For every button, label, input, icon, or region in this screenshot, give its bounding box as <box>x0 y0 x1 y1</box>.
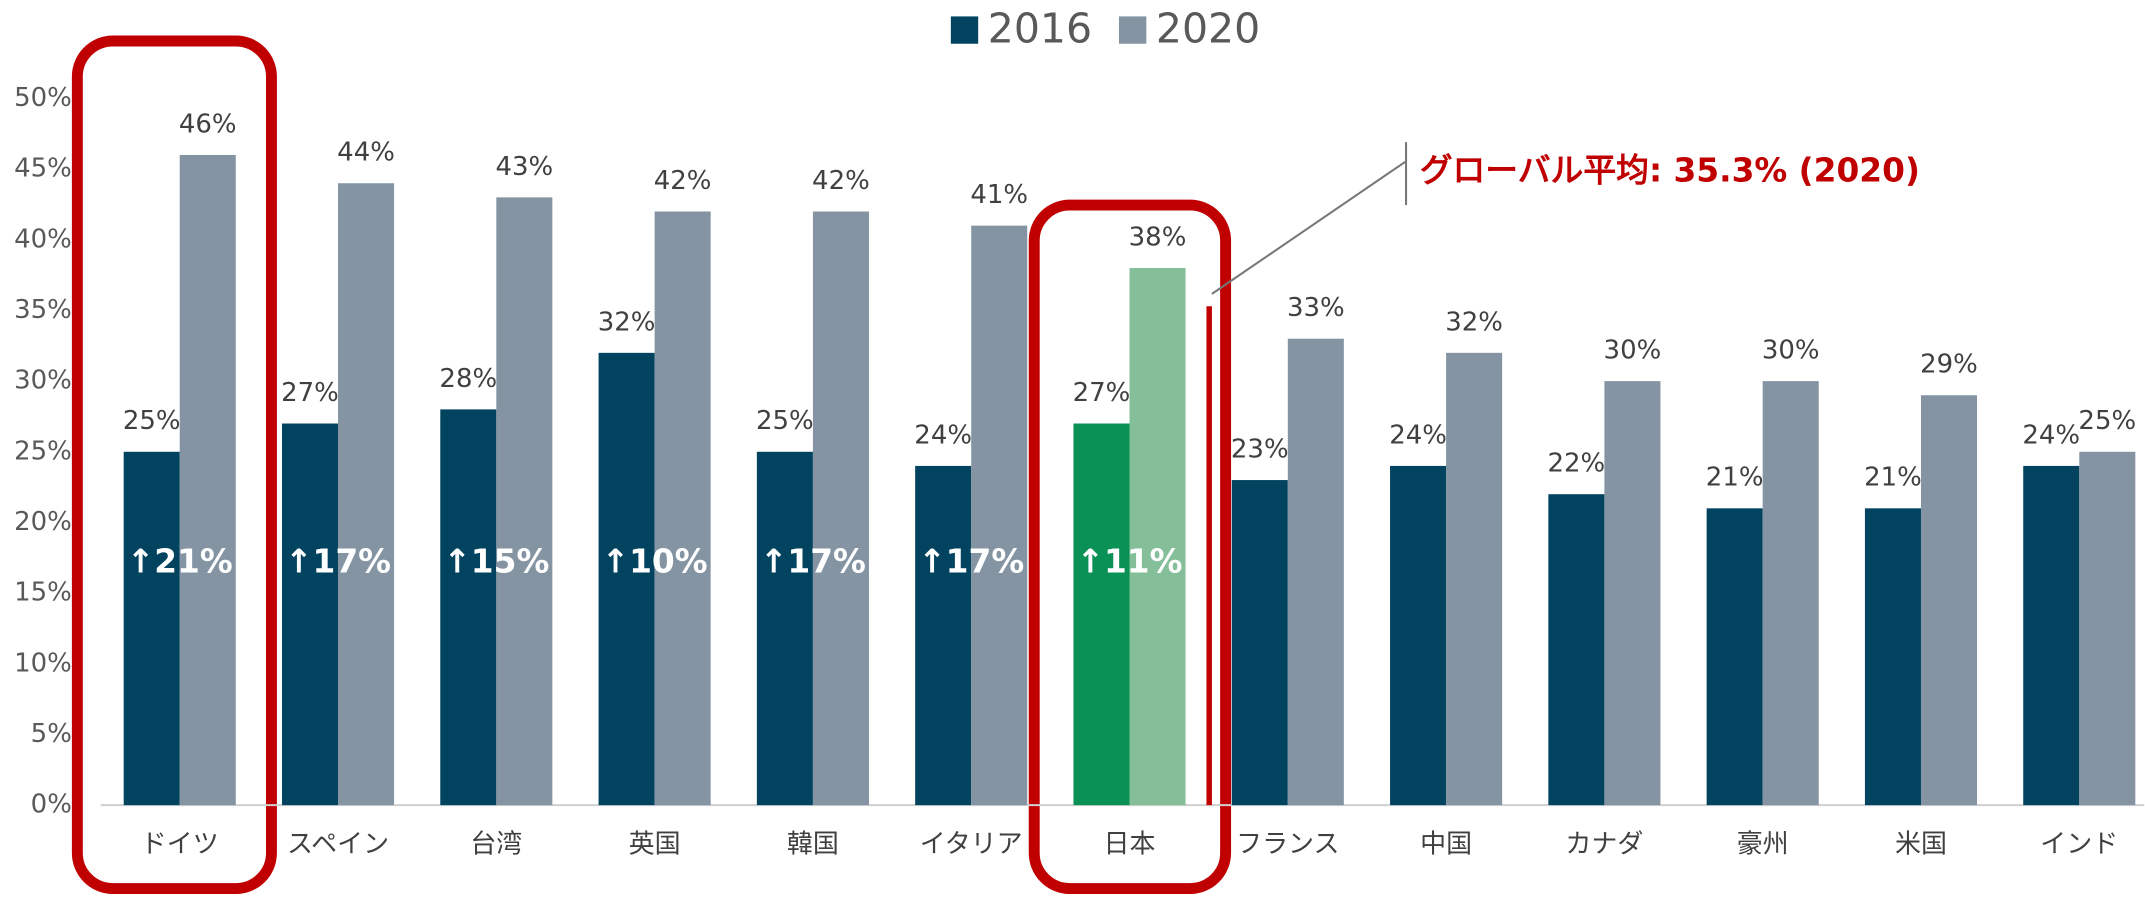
bar <box>1762 381 1819 806</box>
data-label: 24% <box>1389 420 1447 450</box>
data-label: 25% <box>756 406 814 436</box>
y-tick-label: 50% <box>14 83 72 113</box>
bar <box>123 451 180 806</box>
x-tick-label: 日本 <box>1104 829 1156 859</box>
x-tick-label: ドイツ <box>141 829 219 859</box>
x-tick-label: 英国 <box>629 829 681 859</box>
data-label: 30% <box>1762 336 1820 366</box>
y-tick-label: 15% <box>14 578 72 608</box>
increase-label: ↑10% <box>602 543 708 581</box>
x-tick-label: フランス <box>1236 829 1339 859</box>
highlight-box <box>1028 199 1232 894</box>
x-tick-label: 台湾 <box>470 829 522 859</box>
bar <box>2023 465 2080 806</box>
bar <box>1073 423 1130 806</box>
data-label: 24% <box>2022 420 2080 450</box>
bar <box>1446 352 1503 806</box>
legend-label: 2020 <box>1156 4 1260 52</box>
data-label: 23% <box>1231 434 1289 464</box>
bar <box>281 423 339 806</box>
y-tick-label: 20% <box>14 507 72 537</box>
leader-line <box>1211 160 1407 295</box>
data-label: 28% <box>439 364 497 394</box>
data-label: 21% <box>1864 463 1922 493</box>
bar <box>338 183 395 806</box>
bar <box>1706 508 1763 806</box>
y-tick-label: 35% <box>14 295 72 325</box>
bar <box>1287 338 1344 806</box>
bar <box>2079 451 2136 806</box>
bar <box>1864 508 1921 806</box>
x-tick-label: 中国 <box>1420 829 1472 859</box>
data-label: 22% <box>1547 449 1605 479</box>
bar <box>1604 381 1661 806</box>
y-tick-label: 5% <box>31 719 72 749</box>
x-tick-label: インド <box>2040 829 2118 859</box>
highlight-box <box>71 35 277 894</box>
bar <box>756 451 813 806</box>
increase-label: ↑11% <box>1077 543 1183 581</box>
data-label: 27% <box>281 378 339 408</box>
x-tick-label: 韓国 <box>787 829 839 859</box>
legend-label: 2016 <box>988 4 1092 52</box>
data-label: 38% <box>1129 222 1187 252</box>
bar <box>496 197 553 806</box>
data-label: 42% <box>812 166 870 196</box>
increase-label: ↑15% <box>443 543 549 581</box>
data-label: 41% <box>970 180 1028 210</box>
increase-label: ↑17% <box>285 543 391 581</box>
bar <box>598 352 655 806</box>
y-tick-label: 45% <box>14 154 72 184</box>
increase-label: ↑21% <box>127 543 233 581</box>
legend-swatch <box>950 16 979 44</box>
annotation: グローバル平均: 35.3% (2020) <box>1420 152 1920 190</box>
data-label: 42% <box>654 166 712 196</box>
data-label: 43% <box>495 152 553 182</box>
bar <box>971 225 1028 806</box>
bar <box>812 211 869 806</box>
x-tick-label: イタリア <box>920 829 1023 859</box>
bar <box>654 211 711 806</box>
data-label: 21% <box>1706 463 1764 493</box>
bar <box>1548 494 1605 806</box>
legend-swatch <box>1118 16 1147 44</box>
data-label: 25% <box>123 406 181 436</box>
x-tick-label: 豪州 <box>1737 829 1789 859</box>
bar <box>1390 465 1447 806</box>
data-label: 30% <box>1604 336 1662 366</box>
bar <box>179 154 236 806</box>
data-label: 32% <box>598 307 656 337</box>
data-label: 29% <box>1920 350 1978 380</box>
y-tick-label: 30% <box>14 366 72 396</box>
increase-label: ↑17% <box>760 543 866 581</box>
data-label: 24% <box>914 420 972 450</box>
y-tick-label: 10% <box>14 648 72 678</box>
bar <box>1129 268 1186 806</box>
y-tick-label: 40% <box>14 224 72 254</box>
x-tick-label: 米国 <box>1895 829 1947 859</box>
x-tick-label: スペイン <box>287 829 389 859</box>
bar <box>1231 480 1288 806</box>
data-label: 44% <box>337 138 395 168</box>
data-label: 46% <box>179 109 237 139</box>
x-tick-label: カナダ <box>1565 829 1643 859</box>
bar <box>440 409 497 806</box>
y-tick-label: 0% <box>31 790 72 820</box>
increase-label: ↑17% <box>918 543 1024 581</box>
data-label: 25% <box>2078 406 2136 436</box>
bar <box>1920 395 1978 806</box>
data-label: 32% <box>1445 307 1503 337</box>
y-tick-label: 25% <box>14 436 72 466</box>
bar <box>915 465 972 806</box>
data-label: 27% <box>1073 378 1131 408</box>
data-label: 33% <box>1287 293 1345 323</box>
